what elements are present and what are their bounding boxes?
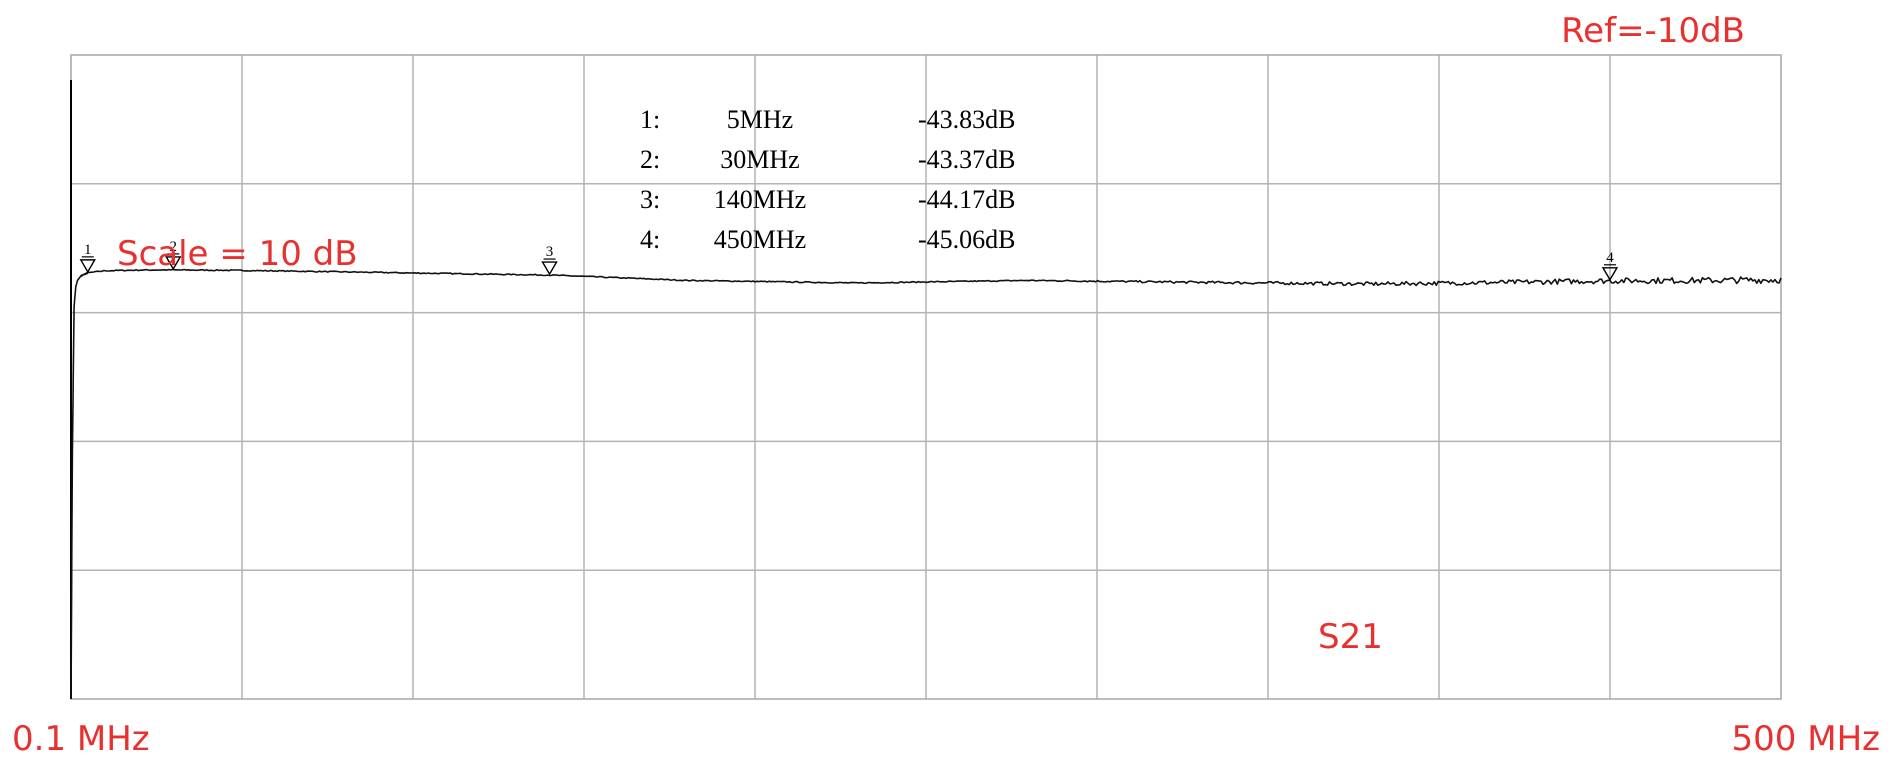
marker-table-index: 2: bbox=[640, 145, 660, 174]
marker-table-value: -43.83dB bbox=[918, 105, 1016, 134]
marker-readout-table: 1: 5MHz -43.83dB 2: 30MHz -43.37dB 3: 140MHz -44… bbox=[640, 105, 1016, 254]
marker-number-label: 3 bbox=[546, 244, 554, 260]
marker-symbols: 1 2 3 4 bbox=[79, 239, 1619, 282]
reference-level-label: Ref=-10dB bbox=[1561, 11, 1745, 51]
marker-table-frequency: 140MHz bbox=[714, 185, 806, 214]
x-start-label: 0.1 MHz bbox=[12, 719, 150, 759]
marker-number-label: 2 bbox=[170, 239, 178, 255]
marker-table-index: 4: bbox=[640, 225, 660, 254]
scale-label: Scale = 10 dB bbox=[117, 234, 358, 274]
marker-triangle bbox=[165, 256, 182, 271]
plot-grid bbox=[70, 54, 1782, 700]
s21-trace bbox=[70, 268, 1782, 700]
s21-trace-line bbox=[70, 268, 1782, 700]
marker-table-value: -45.06dB bbox=[918, 225, 1016, 254]
marker-triangle bbox=[541, 261, 558, 276]
x-stop-label: 500 MHz bbox=[1732, 719, 1880, 759]
marker-number-label: 4 bbox=[1606, 250, 1614, 266]
marker-table-value: -44.17dB bbox=[918, 185, 1016, 214]
marker-triangle bbox=[1601, 267, 1619, 282]
marker-table-frequency: 30MHz bbox=[720, 145, 799, 174]
marker-table-index: 3: bbox=[640, 185, 660, 214]
marker-table-frequency: 5MHz bbox=[727, 105, 793, 134]
marker-number-label: 1 bbox=[84, 242, 92, 258]
marker-table-index: 1: bbox=[640, 105, 660, 134]
marker-table-frequency: 450MHz bbox=[714, 225, 806, 254]
trace-name-label: S21 bbox=[1318, 617, 1383, 657]
marker-table-value: -43.37dB bbox=[918, 145, 1016, 174]
marker-triangle bbox=[79, 259, 96, 274]
